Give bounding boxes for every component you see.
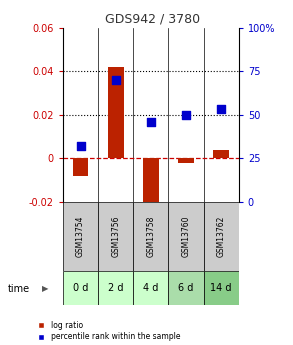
Legend: log ratio, percentile rank within the sample: log ratio, percentile rank within the sa… <box>33 321 181 341</box>
Text: GSM13756: GSM13756 <box>111 216 120 257</box>
Bar <box>213 150 229 158</box>
Bar <box>108 67 124 158</box>
Text: GDS942 / 3780: GDS942 / 3780 <box>105 12 200 25</box>
Bar <box>73 158 88 176</box>
Bar <box>98 202 133 271</box>
Bar <box>168 202 204 271</box>
Point <box>184 112 188 118</box>
Bar <box>204 202 239 271</box>
Text: 2 d: 2 d <box>108 283 123 293</box>
Text: 14 d: 14 d <box>210 283 232 293</box>
Point <box>149 119 153 125</box>
Text: time: time <box>7 284 30 294</box>
Text: 6 d: 6 d <box>178 283 194 293</box>
Bar <box>143 158 159 208</box>
Bar <box>98 271 133 305</box>
Bar <box>133 202 168 271</box>
Point <box>113 77 118 83</box>
Point <box>219 107 224 112</box>
Bar <box>204 271 239 305</box>
Text: GSM13754: GSM13754 <box>76 216 85 257</box>
Point <box>78 143 83 149</box>
Bar <box>133 271 168 305</box>
Bar <box>178 158 194 162</box>
Bar <box>168 271 204 305</box>
Text: ▶: ▶ <box>42 284 49 293</box>
Text: 4 d: 4 d <box>143 283 159 293</box>
Bar <box>63 202 98 271</box>
Text: GSM13758: GSM13758 <box>146 216 155 257</box>
Text: GSM13762: GSM13762 <box>217 216 226 257</box>
Text: GSM13760: GSM13760 <box>182 216 190 257</box>
Bar <box>63 271 98 305</box>
Text: 0 d: 0 d <box>73 283 88 293</box>
